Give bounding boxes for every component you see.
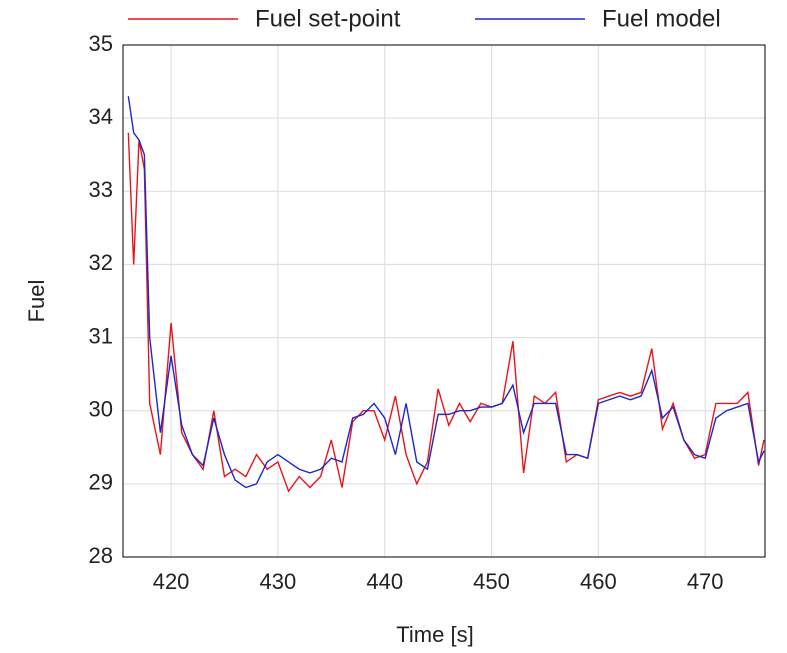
y-tick-label: 30 bbox=[89, 397, 113, 422]
x-tick-label: 470 bbox=[687, 569, 724, 594]
data-line bbox=[127, 132, 765, 493]
y-axis-label: Fuel bbox=[24, 280, 49, 323]
legend-label: Fuel set-point bbox=[255, 5, 401, 32]
x-tick-label: 420 bbox=[153, 569, 190, 594]
y-tick-label: 29 bbox=[89, 470, 113, 495]
y-tick-label: 31 bbox=[89, 323, 113, 348]
legend-label: Fuel model bbox=[602, 5, 721, 32]
y-tick-label: 28 bbox=[89, 543, 113, 568]
x-axis-label: Time [s] bbox=[396, 622, 473, 647]
y-tick-label: 35 bbox=[89, 31, 113, 56]
x-tick-label: 460 bbox=[580, 569, 617, 594]
x-tick-label: 440 bbox=[366, 569, 403, 594]
data-line bbox=[127, 96, 765, 489]
x-tick-label: 450 bbox=[473, 569, 510, 594]
y-tick-label: 34 bbox=[89, 104, 113, 129]
x-tick-label: 430 bbox=[260, 569, 297, 594]
plot-frame bbox=[122, 44, 766, 558]
y-tick-label: 32 bbox=[89, 250, 113, 275]
y-tick-label: 33 bbox=[89, 177, 113, 202]
